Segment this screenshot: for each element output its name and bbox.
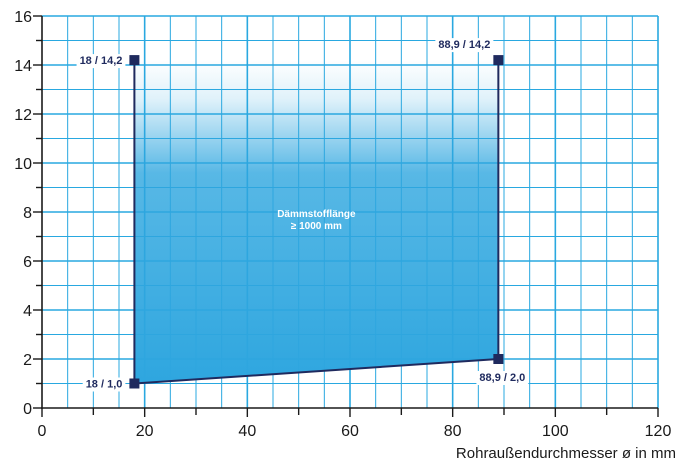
corner-label: 18 / 14,2 (80, 55, 123, 67)
axis-layer: 0 20 40 60 80 100 120 0 2 4 6 8 10 12 14 16 (14, 9, 671, 440)
y-tick-label: 8 (23, 205, 32, 222)
corner-label: 18 / 1,0 (86, 379, 123, 391)
y-tick-label: 16 (14, 9, 32, 26)
region-boundary-bottom (134, 358, 499, 385)
area-layer: Dämmstofflänge≥ 1000 mm (133, 60, 500, 385)
x-tick-label: 60 (341, 423, 359, 440)
corner-marker (493, 354, 504, 364)
y-tick-label: 10 (14, 156, 32, 173)
corner-marker (129, 378, 140, 389)
y-tick-label: 14 (14, 58, 32, 75)
x-tick-label: 40 (238, 423, 256, 440)
region-area (134, 60, 499, 384)
corner-label-backdrop (435, 38, 494, 53)
y-tick-label: 2 (23, 352, 32, 369)
region-label: ≥ 1000 mm (291, 221, 342, 232)
y-tick-label: 0 (23, 401, 32, 418)
x-tick-label: 100 (542, 423, 569, 440)
x-tick-label: 120 (645, 423, 672, 440)
x-tick-label: 0 (38, 423, 47, 440)
x-axis-title: Rohraußendurchmesser ø in mm (456, 445, 676, 462)
corner-label: 88,9 / 2,0 (479, 372, 525, 384)
region-label: Dämmstofflänge (277, 209, 356, 220)
corner-label-backdrop (82, 377, 126, 392)
corner-marker (493, 55, 504, 66)
marker-layer: 18 / 14,2 88,9 / 14,2 18 / 1,0 88,9 / 2,0 (76, 38, 529, 392)
x-tick-label: 80 (444, 423, 462, 440)
corner-marker (129, 55, 140, 66)
x-tick-label: 20 (136, 423, 154, 440)
corner-label-backdrop (476, 371, 529, 385)
corner-label-backdrop (76, 54, 126, 69)
y-tick-label: 6 (23, 254, 32, 271)
y-tick-label: 12 (14, 107, 32, 124)
corner-label: 88,9 / 14,2 (438, 39, 490, 51)
y-tick-label: 4 (23, 303, 32, 320)
